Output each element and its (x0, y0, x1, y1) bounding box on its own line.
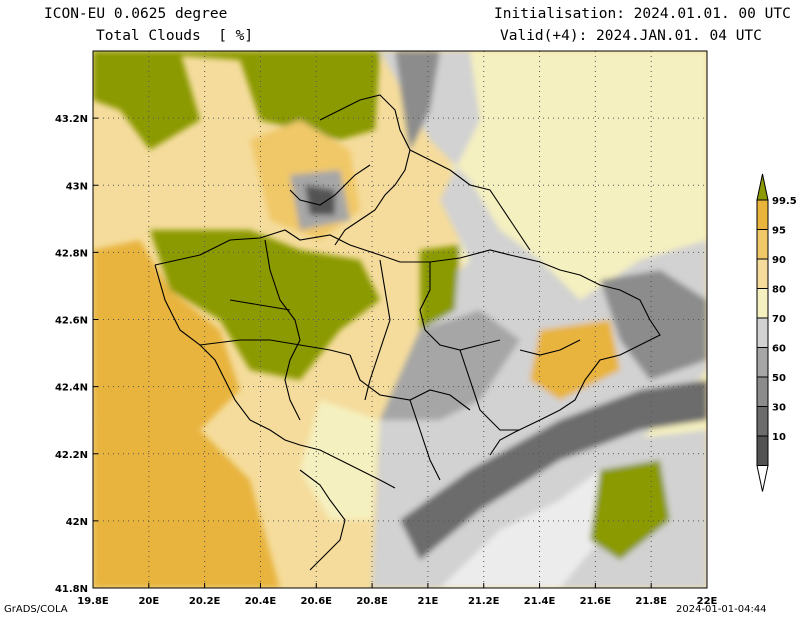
valid-time: Valid(+4): 2024.JAN.01. 04 UTC (500, 28, 762, 44)
colorbar-label: 50 (772, 373, 786, 384)
colorbar-label: 99.5 (772, 196, 797, 207)
colorbar-label: 80 (772, 285, 786, 296)
lon-tick-label: 21.6E (580, 596, 612, 607)
lat-tick-label: 42.2N (55, 450, 88, 461)
colorbar-segment (756, 229, 769, 260)
lat-tick-label: 42N (66, 517, 88, 528)
lat-tick-label: 42.4N (55, 383, 88, 394)
lat-tick-label: 41.8N (55, 584, 88, 595)
colorbar: 99.5 95 90 80 70 60 50 30 10 (756, 173, 797, 492)
lon-tick-label: 21.4E (524, 596, 556, 607)
colorbar-segment (756, 317, 769, 348)
colorbar-min-arrow (756, 465, 769, 492)
lon-tick-label: 20.6E (301, 596, 333, 607)
colorbar-label: 90 (772, 255, 786, 266)
colorbar-segment (756, 435, 769, 466)
lon-tick-label: 19.8E (77, 596, 109, 607)
lat-tick-label: 42.8N (55, 248, 88, 259)
timestamp-text: 2024-01-01-04:44 (676, 604, 767, 615)
colorbar-label: 70 (772, 314, 786, 325)
initialisation-time: Initialisation: 2024.01.01. 00 UTC (494, 6, 791, 22)
lon-tick-label: 20.2E (189, 596, 221, 607)
lon-tick-label: 20.8E (356, 596, 388, 607)
lon-tick-label: 22E (697, 596, 718, 607)
map-title-model: ICON-EU 0.0625 degree (44, 6, 228, 22)
lat-tick-label: 43.2N (55, 114, 88, 125)
credit-text: GrADS/COLA (4, 604, 68, 615)
lon-tick-label: 20.4E (245, 596, 277, 607)
cloud-field (93, 51, 707, 588)
colorbar-segment (756, 288, 769, 319)
colorbar-max-arrow (756, 173, 769, 201)
colorbar-segment (756, 376, 769, 407)
colorbar-label: 30 (772, 403, 786, 414)
colorbar-label: 10 (772, 432, 786, 443)
admin-borders (154, 94, 661, 571)
map-title-variable: Total Clouds [ %] (96, 28, 254, 44)
colorbar-segment (756, 406, 769, 437)
lat-tick-label: 43N (66, 181, 88, 192)
lon-tick-label: 21.8E (635, 596, 667, 607)
colorbar-label: 95 (772, 226, 786, 237)
lon-tick-label: 21E (418, 596, 439, 607)
lon-tick-label: 21.2E (468, 596, 500, 607)
colorbar-label: 60 (772, 344, 786, 355)
lon-tick-label: 20E (138, 596, 159, 607)
axes: 19.8E 20E 20.2E 20.4E 20.6E 20.8E 21E 21.2E 21.4… (55, 114, 718, 607)
colorbar-segment (756, 199, 769, 230)
colorbar-segment (756, 347, 769, 378)
colorbar-segment (756, 258, 769, 289)
lat-tick-label: 42.6N (55, 316, 88, 327)
